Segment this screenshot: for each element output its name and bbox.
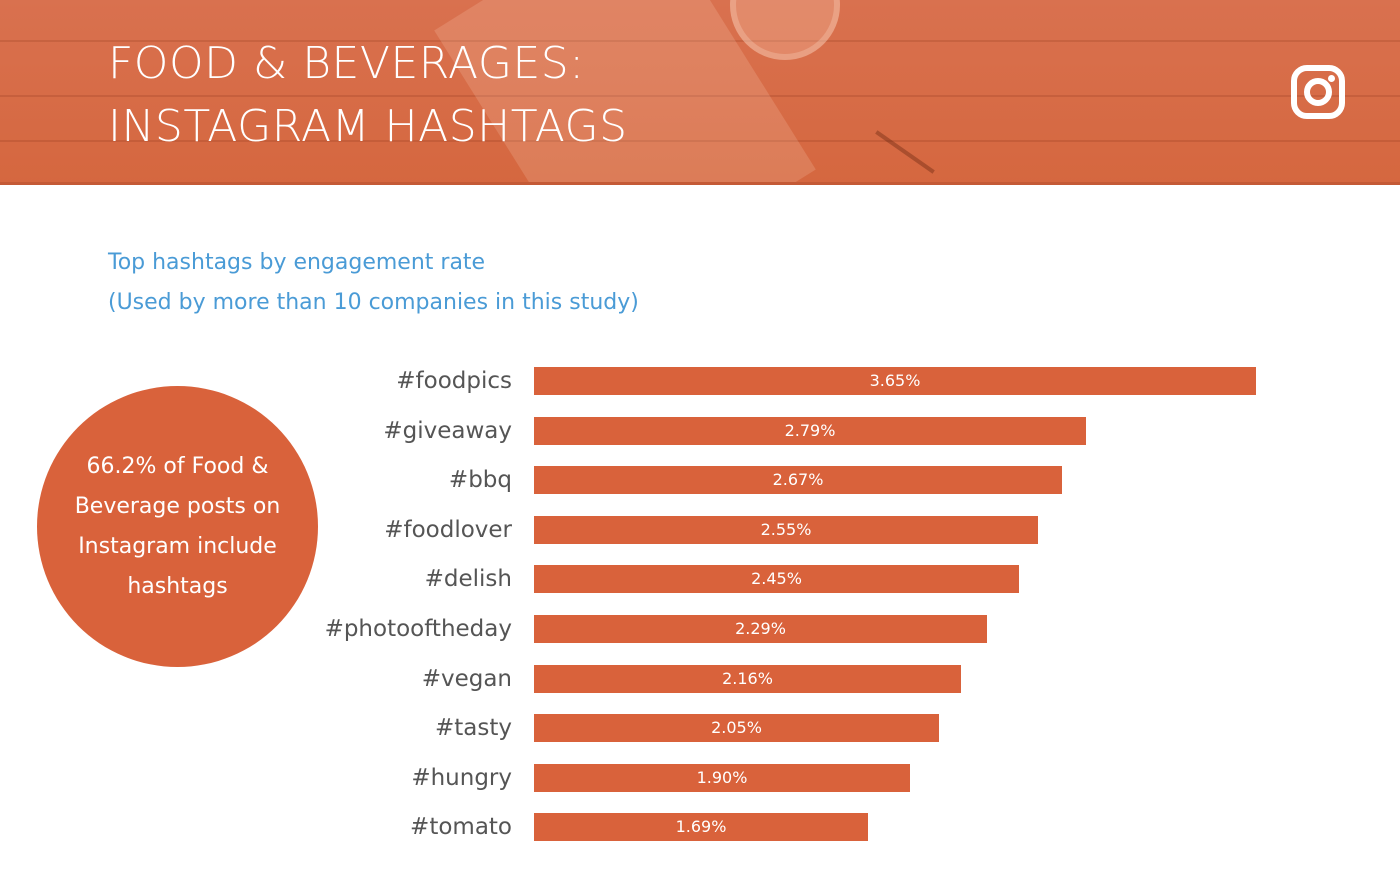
bar <box>534 367 1256 395</box>
bar <box>534 565 1019 593</box>
page-title-line-1: FOOD & BEVERAGES: <box>108 38 585 89</box>
bar-value-label: 2.67% <box>772 470 824 489</box>
bar <box>534 714 939 742</box>
bar-value-label: 2.16% <box>722 669 773 688</box>
category-label: #bbq <box>448 467 512 493</box>
bar-value-label: 3.65% <box>869 371 921 390</box>
category-label: #giveaway <box>383 418 512 444</box>
bar <box>534 764 910 792</box>
category-label: #delish <box>424 566 512 592</box>
category-label: #tomato <box>410 814 512 840</box>
bar-value-label: 2.29% <box>735 619 786 638</box>
bar-value-label: 2.45% <box>751 569 802 588</box>
chart-subtitle-line-2: (Used by more than 10 companies in this … <box>108 290 639 315</box>
instagram-icon <box>1291 65 1345 119</box>
bar <box>534 665 961 693</box>
bar-value-label: 1.69% <box>675 817 727 836</box>
bar <box>534 813 868 841</box>
category-label: #vegan <box>421 666 512 692</box>
header-banner: FOOD & BEVERAGES: INSTAGRAM HASHTAGS <box>0 0 1400 185</box>
hashtag-usage-callout: 66.2% of Food & Beverage posts on Instag… <box>37 386 318 667</box>
bar-value-label: 1.90% <box>696 768 748 787</box>
category-label: #foodlover <box>384 517 512 543</box>
category-label: #hungry <box>411 765 512 791</box>
bar-value-label: 2.05% <box>711 718 762 737</box>
callout-text: 66.2% of Food & Beverage posts on Instag… <box>74 453 281 599</box>
bar <box>534 516 1038 544</box>
category-label: #photooftheday <box>324 616 512 642</box>
page-title-line-2: INSTAGRAM HASHTAGS <box>108 101 628 152</box>
bar <box>534 417 1086 445</box>
bar <box>534 615 987 643</box>
bar <box>534 466 1062 494</box>
category-label: #foodpics <box>396 368 512 394</box>
bar-value-label: 2.55% <box>760 520 812 539</box>
category-label: #tasty <box>435 715 512 741</box>
bar-value-label: 2.79% <box>784 421 836 440</box>
chart-subtitle-line-1: Top hashtags by engagement rate <box>108 250 486 275</box>
